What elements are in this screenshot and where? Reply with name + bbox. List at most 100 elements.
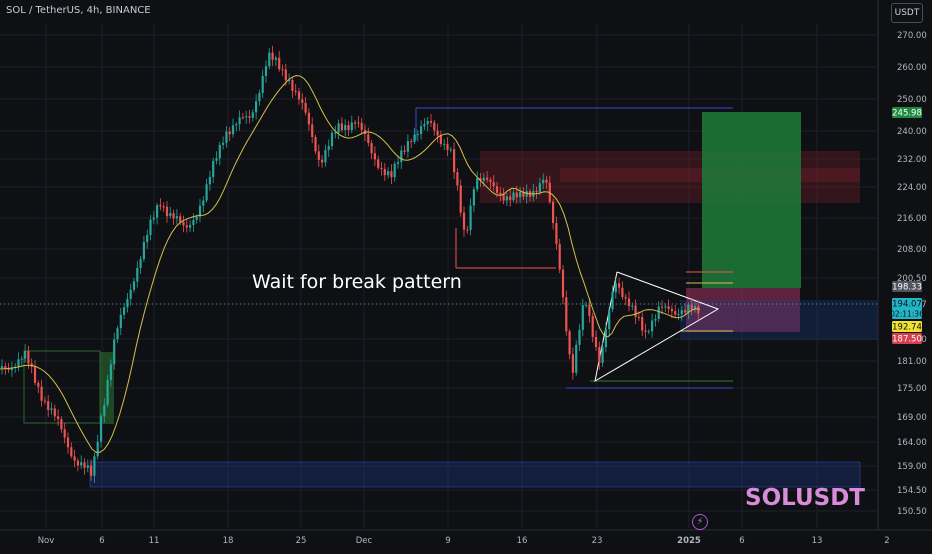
- candle-body: [690, 304, 693, 310]
- candles: [0, 45, 700, 483]
- stop-zone: [686, 288, 800, 332]
- candle-body: [360, 122, 363, 130]
- y-tick-label: 216.00: [897, 214, 927, 224]
- price-badge-last: [892, 298, 922, 309]
- candle-body: [618, 283, 621, 288]
- candle-body: [403, 150, 406, 152]
- candle-body: [251, 112, 254, 118]
- candle-body: [664, 306, 667, 308]
- candle-body: [192, 220, 195, 225]
- candle-body: [301, 99, 304, 103]
- price-badge-label: 02:11:36: [890, 310, 924, 319]
- candle-body: [479, 178, 482, 181]
- candle-body: [459, 185, 462, 213]
- candle-body: [538, 183, 541, 192]
- candle-body: [433, 122, 436, 131]
- candle-body: [462, 212, 466, 230]
- x-tick-label: 6: [739, 536, 744, 546]
- candle-body: [657, 306, 660, 319]
- candle-body: [555, 223, 558, 245]
- candle-body: [156, 205, 159, 218]
- price-axis: [878, 0, 932, 550]
- candle-body: [548, 182, 551, 202]
- candle-body: [57, 416, 60, 420]
- candle-body: [228, 131, 231, 135]
- candle-body: [350, 122, 353, 131]
- candle-body: [80, 462, 83, 466]
- candle-body: [614, 283, 617, 293]
- candle-body: [565, 297, 568, 332]
- candle-body: [489, 179, 492, 183]
- y-tick-label: 240.00: [897, 127, 927, 137]
- x-tick-label: 25: [296, 536, 307, 546]
- candle-body: [169, 213, 172, 217]
- x-tick-label: Nov: [38, 536, 55, 546]
- candle-body: [0, 366, 4, 369]
- candle-body: [505, 196, 508, 201]
- x-tick-label: 13: [812, 536, 823, 546]
- candle-body: [588, 304, 591, 316]
- y-tick-label: 175.00: [897, 384, 927, 394]
- candle-body: [552, 201, 555, 224]
- candle-body: [261, 75, 264, 93]
- candle-body: [17, 359, 20, 367]
- candle-body: [271, 52, 274, 60]
- candle-body: [654, 318, 657, 321]
- candle-body: [99, 416, 103, 442]
- candle-body: [492, 182, 495, 187]
- candle-body: [687, 304, 690, 313]
- x-tick-label: 16: [517, 536, 528, 546]
- chart-header-title: SOL / TetherUS, 4h, BINANCE: [6, 5, 151, 16]
- candle-body: [294, 90, 297, 92]
- candle-body: [139, 259, 142, 268]
- candle-body: [660, 306, 664, 308]
- candle-body: [314, 136, 317, 152]
- moving-average-line: [0, 75, 701, 453]
- candle-body: [624, 297, 627, 299]
- candle-body: [152, 217, 155, 220]
- candle-body: [222, 142, 225, 145]
- candle-body: [561, 269, 565, 298]
- green-box-left: [23, 350, 101, 424]
- candle-body: [502, 194, 505, 201]
- y-tick-label: 181.00: [897, 357, 927, 367]
- price-badge-label: 198.33: [892, 283, 922, 293]
- candle-body: [241, 117, 244, 119]
- candle-body: [33, 366, 37, 383]
- candle-body: [601, 347, 604, 363]
- candle-body: [347, 125, 350, 131]
- candle-body: [416, 134, 419, 136]
- candle-body: [149, 219, 152, 236]
- candle-body: [387, 171, 390, 176]
- candle-body: [515, 192, 518, 198]
- candle-body: [172, 213, 175, 219]
- lightning-icon[interactable]: ⚡: [692, 514, 708, 530]
- currency-button[interactable]: USDT: [891, 3, 923, 23]
- candle-body: [284, 69, 287, 81]
- y-tick-label: 270.00: [897, 31, 927, 41]
- y-tick-label: 159.00: [897, 462, 927, 472]
- candle-body: [20, 358, 23, 360]
- candle-body: [7, 368, 10, 370]
- candle-body: [641, 316, 644, 331]
- candle-body: [377, 159, 380, 168]
- candle-body: [637, 316, 640, 318]
- y-tick-label: 200.50: [897, 274, 927, 284]
- candle-body: [43, 400, 46, 402]
- x-tick-label: 23: [592, 536, 603, 546]
- candle-body: [73, 456, 76, 461]
- candle-body: [330, 132, 334, 147]
- candle-body: [90, 465, 93, 476]
- y-tick-label: 260.00: [897, 63, 927, 73]
- candle-body: [106, 380, 109, 405]
- candle-body: [466, 229, 469, 231]
- time-axis: [0, 530, 932, 550]
- candle-body: [367, 134, 370, 144]
- candle-body: [621, 287, 624, 298]
- candle-body: [60, 419, 63, 430]
- candle-body: [571, 354, 574, 373]
- candle-body: [175, 216, 178, 219]
- candle-body: [136, 267, 139, 282]
